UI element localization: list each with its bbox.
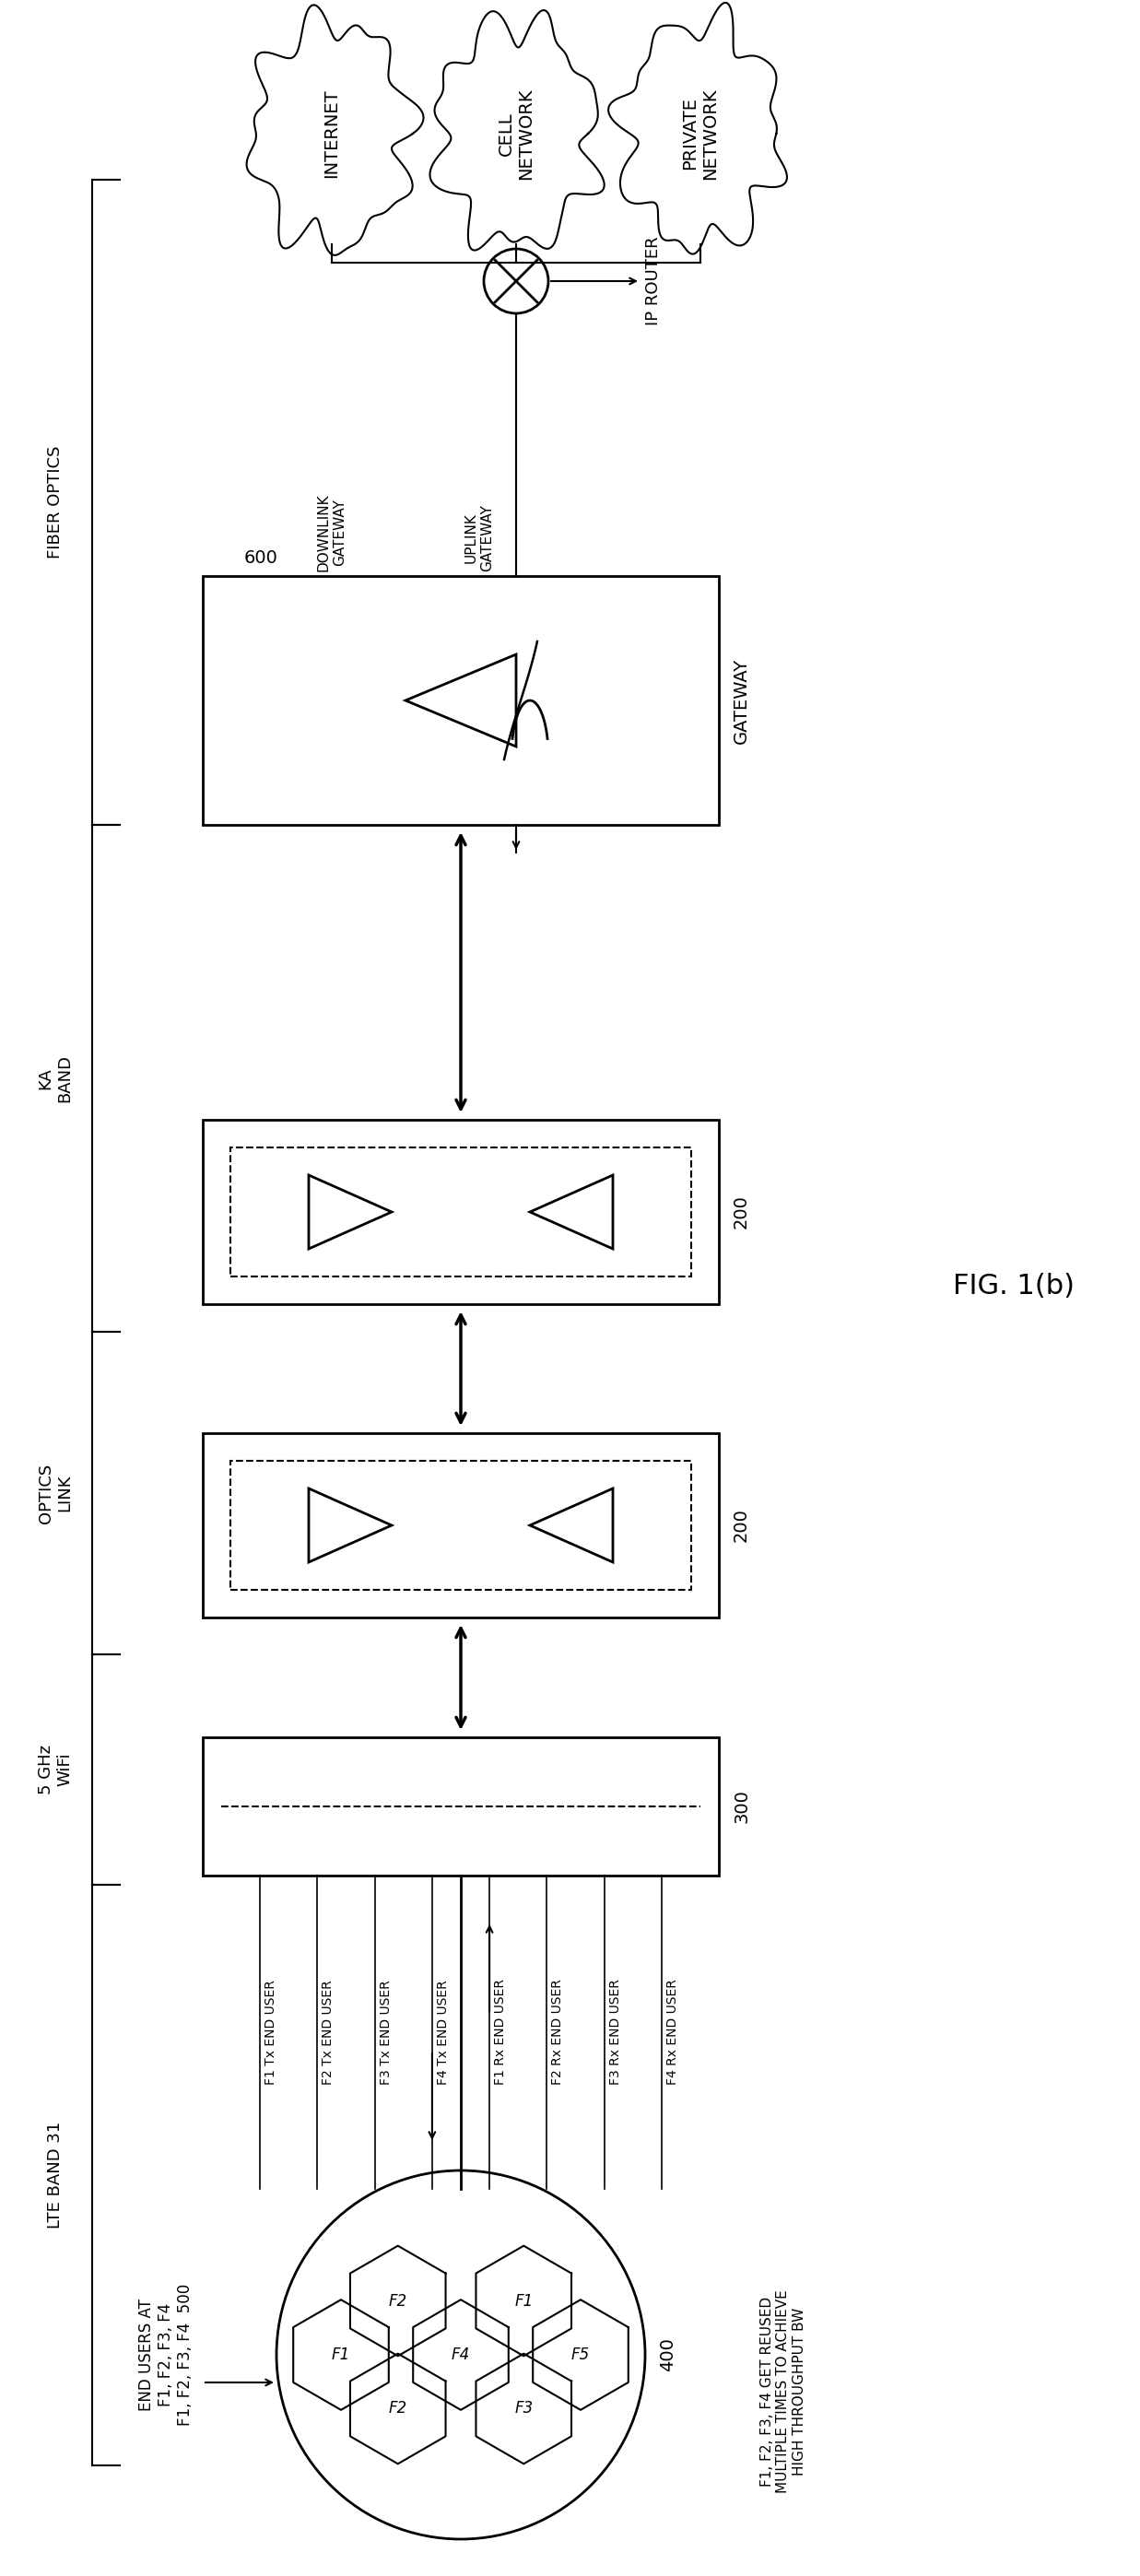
Bar <box>203 1432 719 1618</box>
Text: F1: F1 <box>514 2293 534 2308</box>
Text: 200: 200 <box>733 1510 750 1543</box>
Text: GATEWAY: GATEWAY <box>733 657 750 744</box>
Text: CELL
NETWORK: CELL NETWORK <box>497 88 535 180</box>
Text: FIG. 1(b): FIG. 1(b) <box>953 1273 1075 1298</box>
Text: 300: 300 <box>733 1790 750 1824</box>
Text: PRIVATE
NETWORK: PRIVATE NETWORK <box>682 88 719 180</box>
Text: F1 Rx END USER: F1 Rx END USER <box>494 1978 507 2084</box>
Text: KA
BAND: KA BAND <box>38 1054 73 1103</box>
Text: F3 Rx END USER: F3 Rx END USER <box>609 1978 621 2084</box>
Bar <box>230 1461 691 1589</box>
Text: 400: 400 <box>659 2339 676 2372</box>
Text: F2 Tx END USER: F2 Tx END USER <box>321 1981 335 2084</box>
Text: F1 Tx END USER: F1 Tx END USER <box>264 1981 278 2084</box>
Text: IP ROUTER: IP ROUTER <box>645 237 661 325</box>
Text: DOWNLINK
GATEWAY: DOWNLINK GATEWAY <box>317 495 347 572</box>
Text: F4 Tx END USER: F4 Tx END USER <box>437 1981 449 2084</box>
Bar <box>203 1121 719 1303</box>
Text: F4: F4 <box>451 2347 470 2362</box>
Text: UPLINK
GATEWAY: UPLINK GATEWAY <box>464 505 494 572</box>
Text: FIBER OPTICS: FIBER OPTICS <box>47 446 64 559</box>
Text: F5: F5 <box>571 2347 589 2362</box>
Bar <box>203 577 719 824</box>
Bar <box>203 1736 719 1875</box>
Text: F2 Rx END USER: F2 Rx END USER <box>552 1978 564 2084</box>
Text: F3: F3 <box>514 2401 534 2416</box>
Bar <box>230 1146 691 1278</box>
Text: 600: 600 <box>244 549 278 567</box>
Text: F2: F2 <box>389 2401 407 2416</box>
Text: 200: 200 <box>733 1195 750 1229</box>
Circle shape <box>483 250 548 314</box>
Text: F3 Tx END USER: F3 Tx END USER <box>380 1981 392 2084</box>
Text: F1: F1 <box>332 2347 350 2362</box>
Text: INTERNET: INTERNET <box>323 90 341 178</box>
Text: F2: F2 <box>389 2293 407 2308</box>
Text: F4 Rx END USER: F4 Rx END USER <box>666 1978 679 2084</box>
Text: END USERS AT
F1, F2, F3, F4
F1, F2, F3, F4  500: END USERS AT F1, F2, F3, F4 F1, F2, F3, … <box>138 2285 194 2427</box>
Text: 5 GHz
WiFi: 5 GHz WiFi <box>38 1744 73 1795</box>
Text: F1, F2, F3, F4 GET REUSED
MULTIPLE TIMES TO ACHIEVE
HIGH THROUGHPUT BW: F1, F2, F3, F4 GET REUSED MULTIPLE TIMES… <box>760 2290 806 2494</box>
Text: LTE BAND 31: LTE BAND 31 <box>47 2123 64 2228</box>
Text: OPTICS
LINK: OPTICS LINK <box>38 1463 73 1522</box>
